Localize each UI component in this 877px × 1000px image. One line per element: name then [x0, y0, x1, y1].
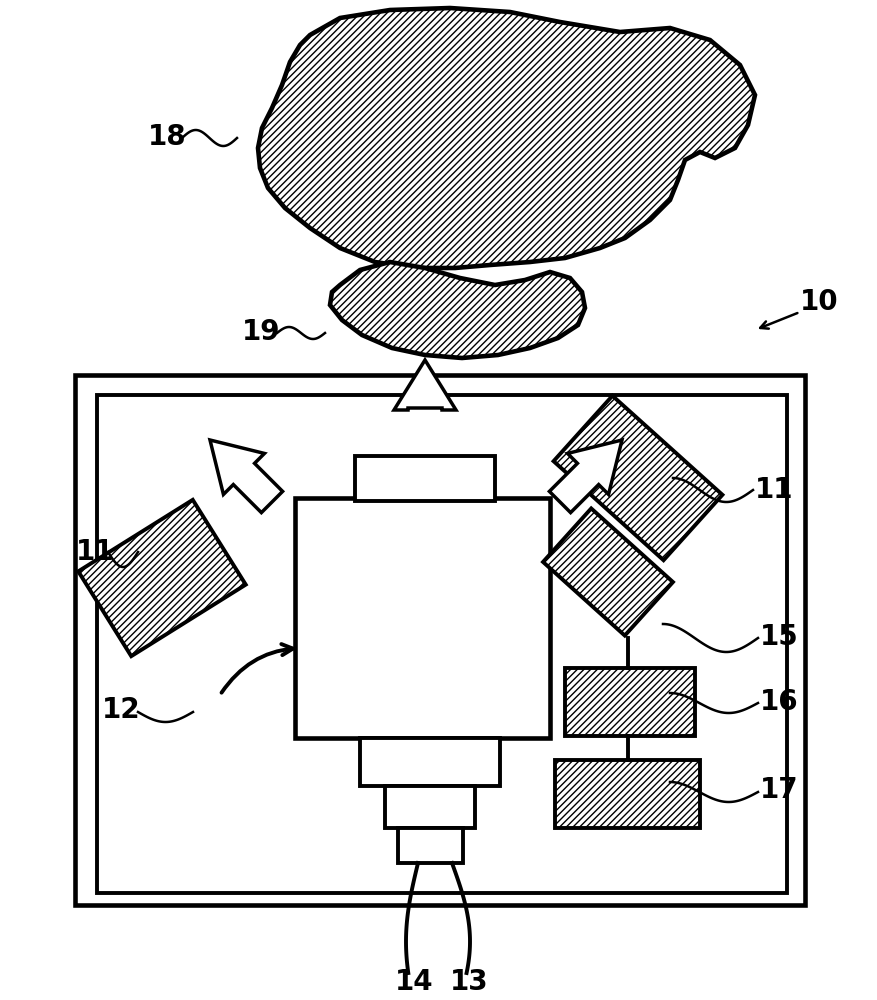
Text: 16: 16	[759, 688, 798, 716]
Text: 17: 17	[759, 776, 798, 804]
Text: 10: 10	[799, 288, 838, 316]
FancyArrow shape	[394, 360, 455, 410]
Bar	[295, 498, 549, 738]
Bar	[354, 456, 495, 501]
Polygon shape	[78, 500, 246, 656]
Text: 11: 11	[76, 538, 114, 566]
Bar	[96, 395, 786, 893]
Polygon shape	[330, 262, 584, 358]
Bar	[75, 375, 804, 905]
FancyArrow shape	[549, 440, 621, 513]
Polygon shape	[553, 396, 722, 560]
Text: 11: 11	[754, 476, 793, 504]
Text: 13: 13	[450, 968, 488, 996]
Bar	[554, 760, 699, 828]
Text: 12: 12	[102, 696, 140, 724]
FancyArrow shape	[210, 440, 282, 513]
Bar	[397, 828, 462, 863]
Bar	[360, 738, 499, 786]
Polygon shape	[542, 508, 672, 636]
Text: 14: 14	[395, 968, 433, 996]
Text: 18: 18	[148, 123, 187, 151]
Bar	[565, 668, 695, 736]
Bar	[384, 786, 474, 828]
Text: 15: 15	[759, 623, 798, 651]
Text: 19: 19	[242, 318, 280, 346]
Polygon shape	[258, 8, 754, 268]
